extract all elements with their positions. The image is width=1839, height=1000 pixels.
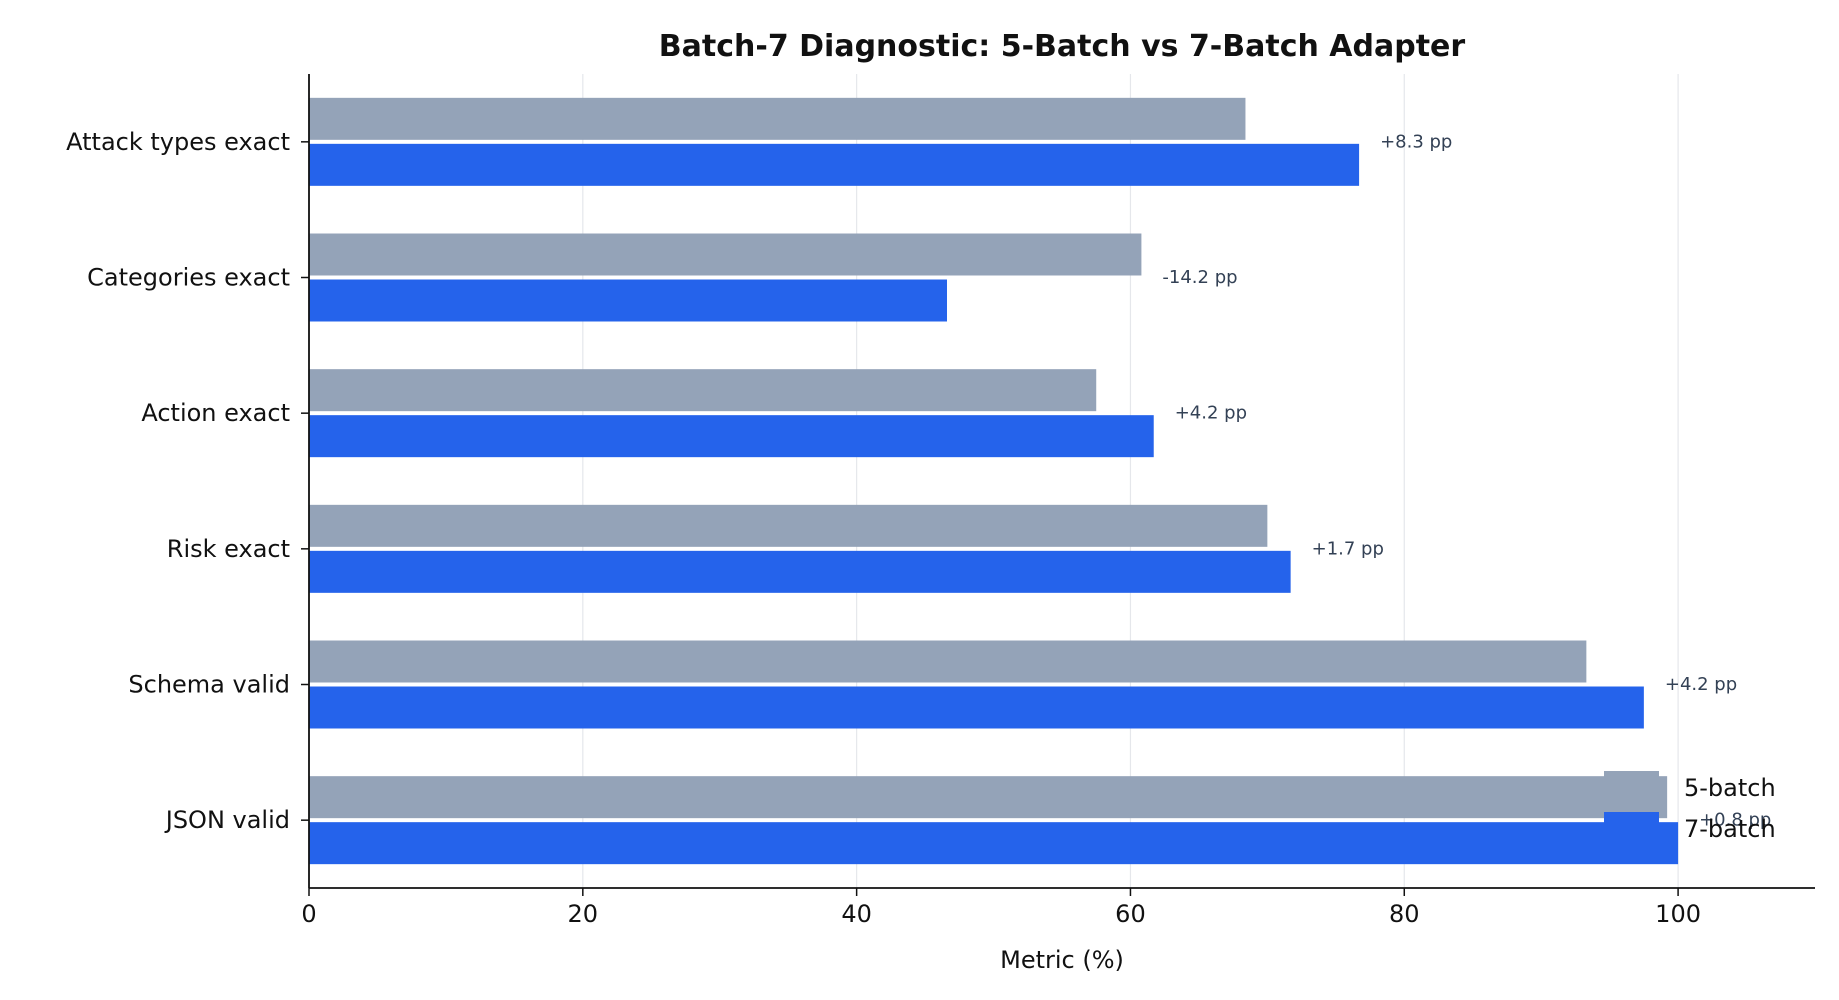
bar-7-batch — [309, 415, 1154, 458]
delta-label: +4.2 pp — [1175, 403, 1247, 424]
chart-title: Batch-7 Diagnostic: 5-Batch vs 7-Batch A… — [659, 29, 1466, 64]
bar-5-batch — [309, 640, 1587, 683]
bar-5-batch — [309, 233, 1142, 276]
category-label: JSON valid — [164, 806, 290, 834]
bar-5-batch — [309, 369, 1097, 412]
delta-label: +4.2 pp — [1665, 674, 1737, 695]
bar-7-batch — [309, 822, 1679, 865]
delta-annotations: +8.3 pp -14.2 pp +4.2 pp +1.7 pp +4.2 pp +0.8… — [1162, 131, 1771, 830]
category-label: Categories exact — [87, 264, 290, 292]
bar-7-batch — [309, 279, 947, 322]
x-tick-label: 60 — [1115, 900, 1146, 928]
legend-swatch-7-batch — [1604, 812, 1659, 846]
x-tick-label: 40 — [841, 900, 872, 928]
x-tick-label: 80 — [1389, 900, 1420, 928]
category-label: Attack types exact — [66, 128, 290, 156]
category-label: Action exact — [141, 399, 290, 427]
legend-label-5-batch: 5-batch — [1684, 774, 1776, 802]
delta-label: +8.3 pp — [1380, 131, 1452, 152]
delta-label: +0.8 pp — [1699, 810, 1771, 831]
legend-label-7-batch: 7-batch — [1684, 815, 1776, 843]
x-tick-label: 100 — [1655, 900, 1701, 928]
x-tick-labels: 0 20 40 60 80 100 — [301, 888, 1701, 928]
bars — [309, 97, 1679, 865]
bar-7-batch — [309, 550, 1291, 593]
bar-7-batch — [309, 143, 1360, 186]
delta-label: -14.2 pp — [1162, 267, 1237, 288]
category-label: Schema valid — [128, 671, 290, 699]
x-tick-label: 0 — [301, 900, 316, 928]
bar-7-batch — [309, 686, 1644, 729]
bar-5-batch — [309, 776, 1668, 819]
delta-label: +1.7 pp — [1312, 538, 1384, 559]
category-labels: Attack types exact Categories exact Action… — [66, 128, 309, 834]
bar-5-batch — [309, 504, 1268, 547]
legend: 5-batch 7-batch — [1604, 771, 1776, 846]
x-axis-label: Metric (%) — [1000, 946, 1124, 974]
gridlines — [308, 74, 1679, 888]
category-label: Risk exact — [167, 535, 290, 563]
x-tick-label: 20 — [568, 900, 599, 928]
axes — [308, 74, 1815, 889]
bar-5-batch — [309, 97, 1246, 140]
legend-swatch-5-batch — [1604, 771, 1659, 805]
